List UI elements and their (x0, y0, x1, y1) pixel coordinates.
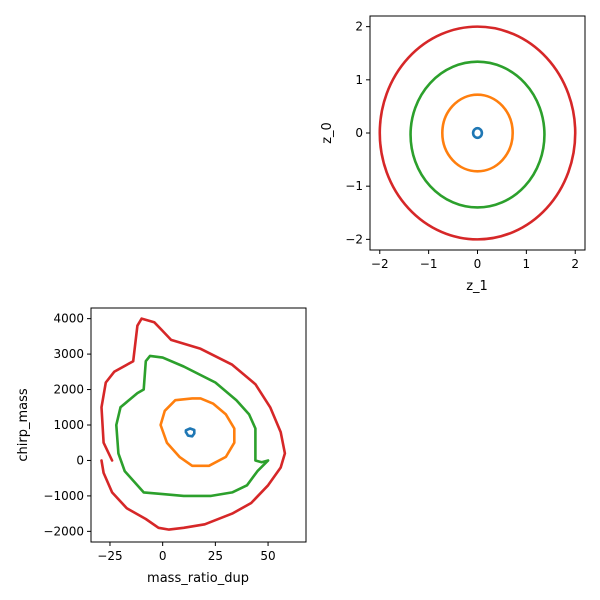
panel-top-y-tick-label: 0 (355, 126, 363, 140)
panel-bot-x-tick-label: 0 (159, 549, 167, 563)
panel-bot-y-tick-label: 2000 (53, 383, 84, 397)
panel-bot-x-tick-label: 50 (260, 549, 275, 563)
panel-bottom-y-axis-label: chirp_mass (16, 388, 31, 461)
panel-top-x-axis-label: z_1 (466, 279, 488, 294)
panel-bot-series-3 (100, 317, 287, 531)
panel-top-y-tick-label: −2 (345, 232, 363, 246)
panel-bot-y-tick-label: 0 (76, 453, 84, 467)
panel-top-x-tick-label: 2 (571, 257, 579, 271)
panel-bot-series-0 (184, 427, 196, 438)
panel-top-series-2 (409, 60, 546, 209)
panel-top-x-axis: −2 −1 0 1 2 (371, 250, 579, 271)
panel-top-x-tick-label: −2 (371, 257, 389, 271)
panel-bot-y-tick-label: −2000 (43, 524, 84, 538)
panel-top-series-0 (471, 126, 484, 140)
panel-top-series-3 (378, 25, 577, 241)
panel-top-y-axis: −2 −1 0 1 2 (345, 20, 370, 246)
panel-bot-x-tick-label: −25 (97, 549, 122, 563)
panel-top-x-tick-label: 1 (523, 257, 531, 271)
panel-bottom-x-axis: −25 0 25 50 (97, 542, 276, 563)
panel-bottom-series-group (100, 317, 287, 531)
panel-bottom-plot-frame (90, 307, 307, 543)
panel-bot-y-tick-label: −1000 (43, 489, 84, 503)
panel-top-x-tick-label: −1 (420, 257, 438, 271)
panel-top-y-tick-label: 2 (355, 20, 363, 34)
panel-bot-y-tick-label: 1000 (53, 418, 84, 432)
panel-top-y-tick-label: 1 (355, 73, 363, 87)
panel-bot-y-tick-label: 3000 (53, 347, 84, 361)
panel-bottom-y-axis: −2000 −1000 0 1000 2000 3000 4000 (43, 312, 91, 538)
panel-bot-y-tick-label: 4000 (53, 312, 84, 326)
panel-bottom-left: −25 0 25 50 −2000 −1000 0 1000 2000 3000 4000 mas… (16, 307, 307, 586)
panel-top-x-tick-label: 0 (474, 257, 482, 271)
panel-top-y-tick-label: −1 (345, 179, 363, 193)
panel-top-series-1 (441, 93, 514, 173)
panel-top-plot-frame (369, 15, 586, 251)
panel-bottom-x-axis-label: mass_ratio_dup (147, 571, 249, 586)
panel-top-series-group (378, 25, 577, 241)
panel-bot-x-tick-label: 25 (208, 549, 223, 563)
panel-top-y-axis-label: z_0 (320, 122, 335, 144)
panel-top-right: −2 −1 0 1 2 −2 −1 0 1 2 z_1 z_0 (320, 15, 586, 294)
panel-bot-series-1 (159, 397, 236, 468)
panel-bot-series-2 (115, 354, 270, 498)
